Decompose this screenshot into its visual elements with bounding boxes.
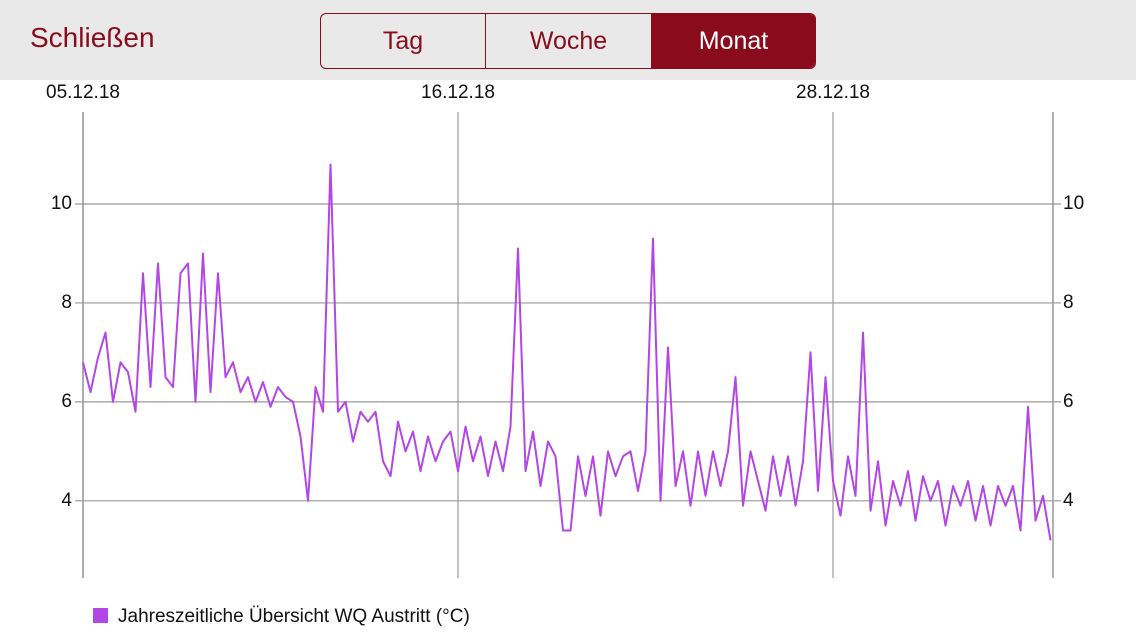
chart: 4 4 6 6 8 8 10 10 05.12.18 16.12.18 28.12.18 Jahres… (46, 82, 1084, 627)
segmented-control: Tag Woche Monat (320, 13, 816, 69)
x-tick-label: 28.12.18 (796, 82, 870, 103)
y-tick-label: 10 (51, 193, 72, 214)
y-tick-label-right: 4 (1063, 490, 1074, 511)
data-line (82, 163, 1052, 541)
y-tick-label-right: 6 (1063, 391, 1074, 412)
legend-label: Jahreszeitliche Übersicht WQ Austritt (°… (118, 606, 470, 627)
x-tick-label: 16.12.18 (421, 82, 495, 103)
close-button[interactable]: Schließen (30, 22, 155, 53)
segment-monat[interactable]: Monat (651, 14, 815, 68)
y-tick-label-right: 10 (1063, 193, 1084, 214)
segment-woche[interactable]: Woche (485, 14, 651, 68)
y-tick-label-right: 8 (1063, 292, 1074, 313)
segment-tag[interactable]: Tag (382, 27, 424, 55)
y-tick-label: 4 (61, 490, 72, 511)
y-tick-label: 6 (61, 391, 72, 412)
legend-swatch (93, 608, 108, 623)
x-tick-label: 05.12.18 (46, 82, 120, 103)
header-bar: Schließen Tag Woche Monat (0, 0, 1136, 80)
y-tick-label: 8 (61, 292, 72, 313)
